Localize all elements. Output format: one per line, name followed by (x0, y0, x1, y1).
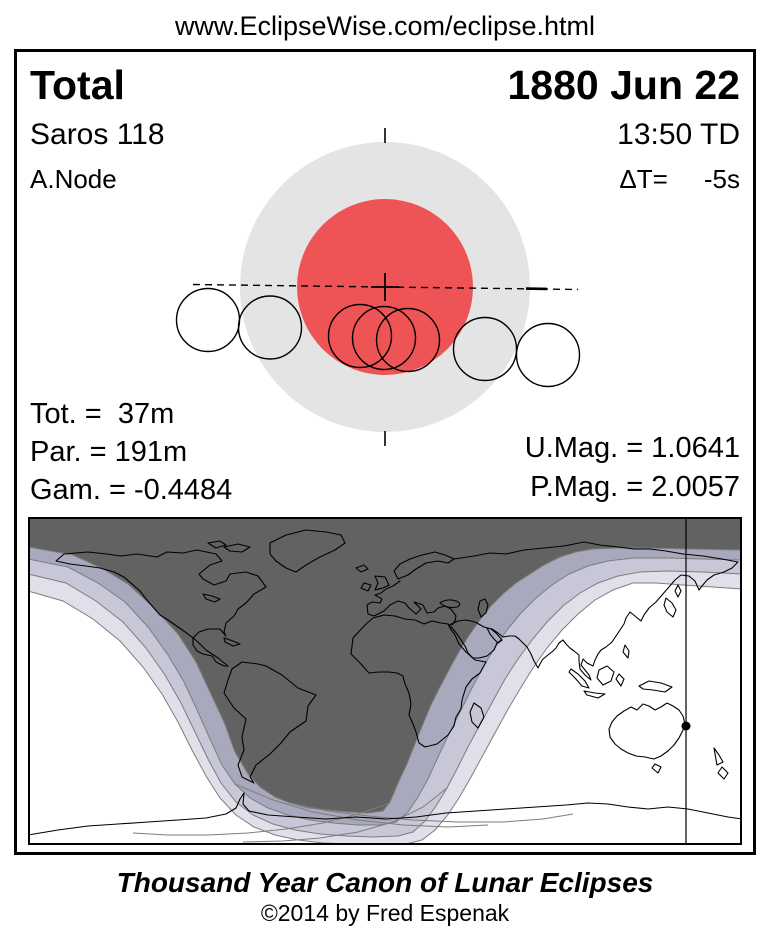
eclipse-type-title: Total (30, 62, 125, 108)
page-url-text: www.EclipseWise.com/eclipse.html (174, 11, 596, 41)
umbral-magnitude: U.Mag. = 1.0641 (524, 432, 740, 464)
gamma-value: Gam. = -0.4484 (30, 474, 233, 506)
contact-curve (28, 570, 742, 838)
plate-frame (14, 49, 756, 855)
visibility-map (28, 517, 742, 845)
map-border (28, 517, 742, 845)
north-america-coastline (55, 549, 267, 667)
madagascar-coastline (469, 702, 485, 729)
africa-coastline (350, 614, 487, 748)
caribbean-islands-coastline (223, 637, 241, 647)
japan-coastline (663, 584, 682, 618)
contact-curve-crossing (242, 787, 448, 843)
eclipse-time: 13:50 TD (617, 118, 740, 151)
contact-curve (28, 557, 742, 826)
tasmania-coastline (651, 763, 662, 774)
contact-curve (28, 546, 742, 814)
scandinavia-coastline (393, 551, 455, 580)
arctic-islands-coastline (207, 540, 251, 553)
eclipse-geometry-diagram (175, 128, 581, 446)
penumbral-magnitude: P.Mag. = 2.0057 (530, 471, 740, 503)
contact-curve-crossing (132, 802, 391, 836)
eclipse-date: 1880 Jun 22 (507, 62, 741, 108)
continent-coastlines (28, 529, 742, 836)
antarctica-coastline (28, 792, 742, 836)
new-zealand-coastline (713, 747, 729, 780)
contact-curve-crossing (289, 802, 574, 823)
arabia-coastline (448, 619, 503, 659)
saros-label: Saros 118 (30, 118, 165, 151)
southeast-asia-islands-coastline (568, 644, 673, 699)
greenland-coastline (269, 529, 346, 573)
totality-duration: Tot. = 37m (30, 398, 175, 430)
iceland-coastline (355, 564, 369, 573)
partial-duration: Par. = 191m (30, 436, 188, 468)
copyright-text: ©2014 by Fred Espenak (260, 900, 510, 926)
australia-coastline (608, 702, 686, 760)
delta-t-value: ΔT= -5s (619, 164, 740, 194)
contact-curve-lines (28, 546, 742, 845)
contact-curve-crossing (234, 783, 489, 828)
umbral-visibility-zone (28, 517, 742, 813)
eclipse-visibility-bands (28, 517, 742, 845)
moon-position-circle (237, 295, 303, 360)
moon-position-circle (351, 305, 417, 371)
asia-coastline (453, 541, 739, 681)
moon-position-circle (375, 307, 441, 373)
europe-coastline (366, 580, 457, 626)
moon-position-circle (515, 322, 581, 388)
great-lakes-outline (202, 593, 221, 603)
moon-contact-positions (175, 287, 581, 388)
moon-position-circle (327, 303, 393, 369)
british-isles-coastline (360, 575, 390, 592)
south-america-coastline (223, 661, 317, 784)
node-label: A.Node (30, 164, 117, 194)
contact-curve (28, 582, 742, 845)
black-sea-outline (439, 599, 461, 609)
caspian-sea-outline (477, 598, 489, 618)
canon-title: Thousand Year Canon of Lunar Eclipses (116, 867, 654, 898)
moon-position-circle (175, 287, 241, 353)
zenith-marker-dot (681, 721, 691, 731)
